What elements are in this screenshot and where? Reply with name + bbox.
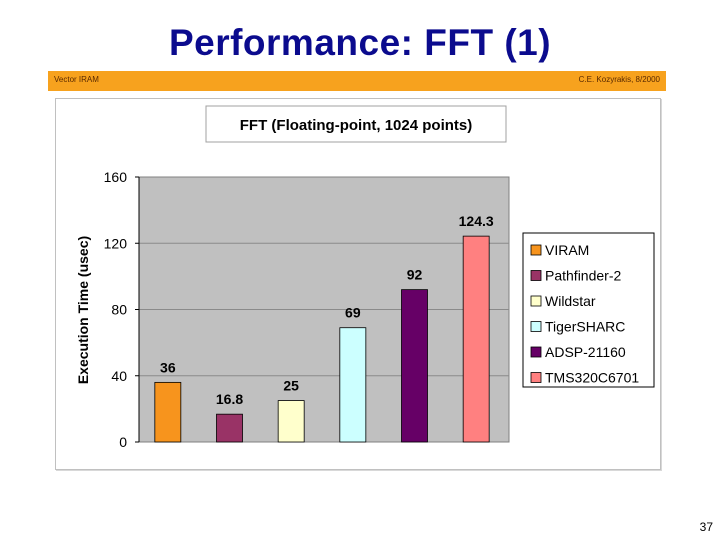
legend-swatch bbox=[530, 346, 542, 358]
chart-title-box bbox=[205, 105, 507, 143]
y-tick-label: 40 bbox=[111, 368, 127, 384]
legend-label: Pathfinder-2 bbox=[545, 268, 621, 284]
data-label: 124.3 bbox=[459, 213, 494, 229]
bar-adsp-21160 bbox=[401, 289, 428, 443]
legend-label: VIRAM bbox=[545, 242, 589, 258]
legend-swatch bbox=[530, 372, 542, 383]
legend-swatch bbox=[530, 244, 542, 256]
legend-swatch bbox=[530, 321, 542, 332]
bar-viram bbox=[154, 381, 182, 443]
legend-label: TMS320C6701 bbox=[545, 370, 639, 386]
page-number: 37 bbox=[699, 520, 713, 534]
bar-pathfinder-2 bbox=[216, 413, 243, 443]
data-label: 25 bbox=[283, 378, 299, 394]
legend-label: Wildstar bbox=[545, 293, 596, 309]
data-label: 36 bbox=[160, 359, 176, 375]
legend-label: ADSP-21160 bbox=[545, 344, 626, 360]
y-axis-label: Execution Time (usec) bbox=[75, 236, 91, 384]
header-banner: Vector IRAM C.E. Kozyrakis, 8/2000 bbox=[48, 71, 666, 91]
slide-title: Performance: FFT (1) bbox=[168, 22, 552, 63]
bar-tigersharc bbox=[339, 327, 367, 443]
data-label: 92 bbox=[407, 267, 423, 283]
y-tick-label: 120 bbox=[104, 235, 128, 251]
legend-box bbox=[522, 232, 655, 388]
data-label: 69 bbox=[345, 305, 361, 321]
y-tick-label: 80 bbox=[111, 302, 127, 318]
banner-left-text: Vector IRAM bbox=[54, 75, 99, 84]
bar-wildstar bbox=[277, 400, 305, 443]
data-label: 16.8 bbox=[216, 391, 243, 407]
chart-title: FFT (Floating-point, 1024 points) bbox=[240, 117, 472, 134]
legend-swatch bbox=[530, 270, 542, 281]
legend-swatch bbox=[530, 295, 542, 307]
banner-right-text: C.E. Kozyrakis, 8/2000 bbox=[578, 75, 660, 84]
y-tick-label: 160 bbox=[104, 169, 128, 185]
legend-label: TigerSHARC bbox=[545, 319, 625, 335]
y-tick-label: 0 bbox=[119, 434, 127, 450]
bar-tms320c6701 bbox=[462, 235, 490, 443]
